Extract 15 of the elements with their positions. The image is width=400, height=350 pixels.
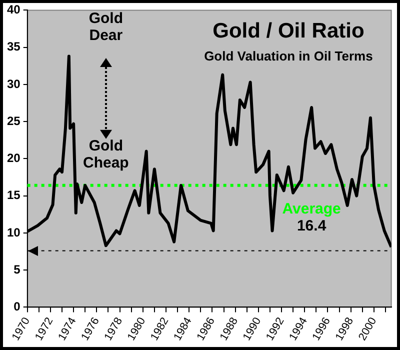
y-tick-label: 30	[6, 76, 21, 91]
annotation: 16.4	[296, 217, 327, 234]
annotation: Gold Cheap	[82, 138, 129, 172]
ref-line-label: Average	[282, 200, 341, 218]
chart-title: Gold / Oil Ratio	[212, 20, 364, 43]
y-tick-label: 40	[6, 2, 21, 17]
y-tick-label: 10	[6, 225, 21, 240]
y-tick-label: 5	[14, 262, 21, 276]
y-tick-label: 15	[6, 188, 21, 202]
y-tick-label: 25	[6, 114, 21, 128]
y-tick-label: 35	[6, 40, 21, 54]
y-tick-label: 0	[14, 300, 21, 314]
annotation: Gold Dear	[88, 10, 123, 44]
y-tick-label: 20	[6, 151, 21, 166]
text: Gold Valuation in Oil Terms	[204, 48, 373, 64]
